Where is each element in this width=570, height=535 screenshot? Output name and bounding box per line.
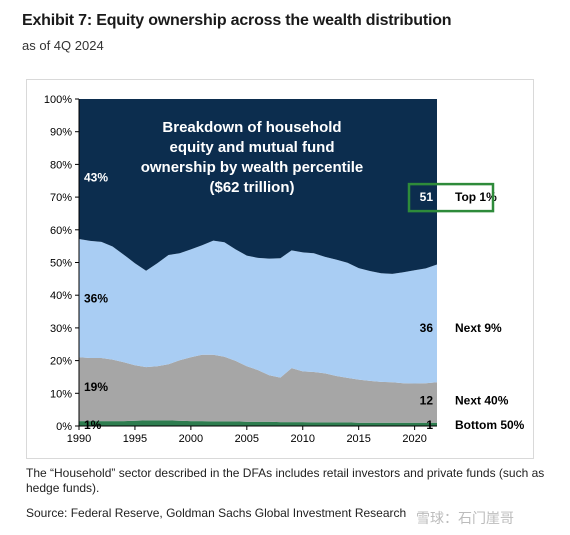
footnote: The “Household” sector described in the … [26,466,545,495]
chart-frame: 0% 10% 20% 30% 40% 50% 60% 70% 80% 90% 100% 1990 199… [26,79,534,459]
y-tick-label: 40% [50,290,72,302]
end-value-label: 36 [420,321,434,335]
series-name-label: Bottom 50% [455,418,525,432]
x-tick-label: 2005 [235,433,259,445]
x-tick-label: 2015 [346,433,370,445]
area-next-40 [79,354,437,423]
x-tick-label: 1990 [67,433,91,445]
series-name-label: Next 40% [455,393,509,407]
y-tick-label: 50% [50,258,72,270]
axes: 0% 10% 20% 30% 40% 50% 60% 70% 80% 90% 100% 1990 199… [44,94,437,445]
start-label: 43% [84,170,108,184]
start-label: 36% [84,291,108,305]
start-label: 1% [84,418,102,432]
series-name-label: Top 1% [455,190,497,204]
watermark: 雪球：石门崖哥 [416,510,514,526]
x-tick-label: 2010 [291,433,315,445]
source-note: Source: Federal Reserve, Goldman Sachs G… [26,506,407,520]
data-labels: 1% 19% 36% 43% 1 Bottom 50% 12 Next 40% 36 Next 9… [84,170,525,432]
y-tick-label: 80% [50,159,72,171]
y-tick-label: 70% [50,192,72,204]
area-bottom-50 [79,420,437,426]
area-top-1 [79,99,437,274]
y-tick-label: 60% [50,225,72,237]
y-tick-label: 100% [44,94,72,106]
annotation-line: ($62 trillion) [209,179,294,196]
end-value-label: 1 [426,418,433,432]
annotation-line: Breakdown of household [162,119,341,136]
exhibit-subtitle: as of 4Q 2024 [22,38,104,53]
end-value-label: 51 [420,190,434,204]
x-tick-label: 2020 [402,433,426,445]
y-tick-label: 20% [50,356,72,368]
exhibit-title: Exhibit 7: Equity ownership across the w… [22,12,452,29]
top-1-highlight-box [407,182,495,213]
end-value-label: 12 [420,393,434,407]
series-name-label: Next 9% [455,321,502,335]
x-tick-label: 1995 [123,433,147,445]
chart-annotation: Breakdown of household equity and mutual … [141,119,364,196]
y-tick-label: 10% [50,388,72,400]
annotation-line: ownership by wealth percentile [141,159,364,176]
stacked-areas [79,99,437,426]
equity-ownership-chart: 0% 10% 20% 30% 40% 50% 60% 70% 80% 90% 100% 1990 199… [44,94,525,445]
area-next-9 [79,239,437,384]
start-label: 19% [84,380,108,394]
y-tick-label: 90% [50,127,72,139]
y-tick-label: 0% [56,421,72,433]
annotation-line: equity and mutual fund [170,139,335,156]
x-tick-label: 2000 [179,433,203,445]
y-tick-label: 30% [50,323,72,335]
